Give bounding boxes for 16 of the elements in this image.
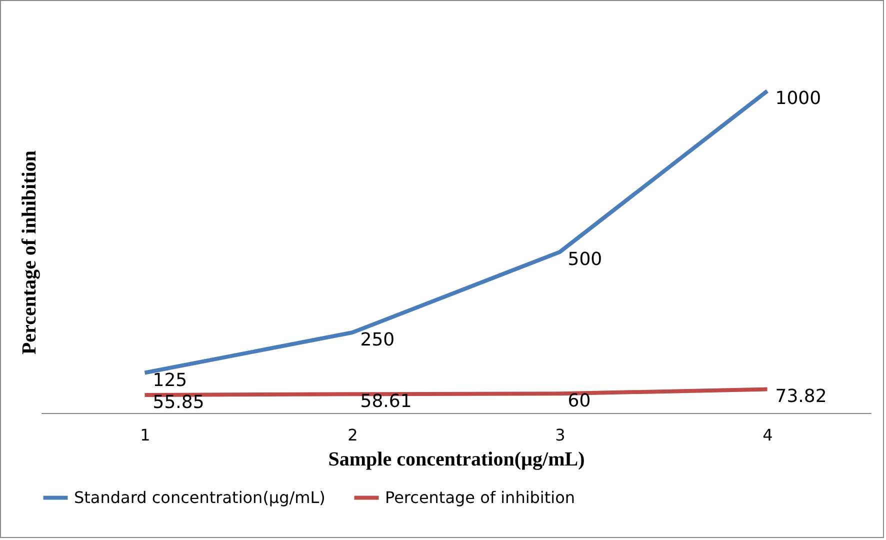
data-label: 250 xyxy=(360,330,395,350)
data-label: 55.85 xyxy=(152,392,204,414)
x-tick-label: 3 xyxy=(555,426,566,444)
data-label: 500 xyxy=(568,249,602,270)
data-label: 1000 xyxy=(775,88,822,109)
legend-label: Standard concentration(µg/mL) xyxy=(74,488,326,507)
legend-label: Percentage of inhibition xyxy=(385,488,576,507)
x-tick-label: 2 xyxy=(348,426,358,444)
data-label: 125 xyxy=(152,370,188,391)
data-label: 58.61 xyxy=(360,391,412,412)
y-axis-title: Percentage of inhibition xyxy=(18,150,40,355)
data-label: 60 xyxy=(568,390,591,412)
data-label: 73.82 xyxy=(775,386,827,408)
x-tick-label: 4 xyxy=(762,426,773,444)
x-tick-label: 1 xyxy=(140,426,150,444)
x-axis-title: Sample concentration(µg/mL) xyxy=(328,448,585,470)
